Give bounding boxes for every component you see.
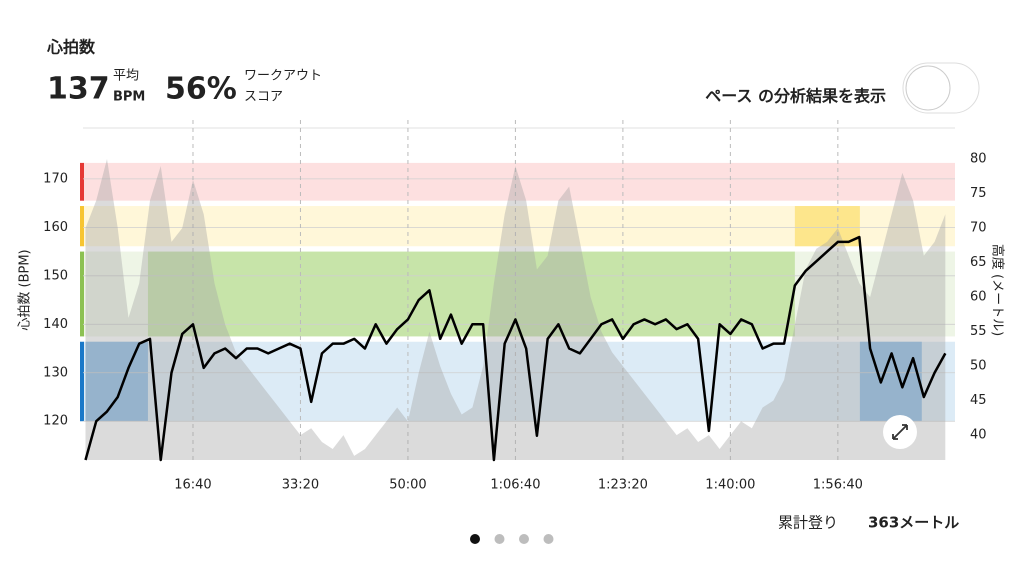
y2-tick-label: 50 xyxy=(970,359,987,374)
climb-label: 累計登り xyxy=(778,514,838,532)
y-tick-label: 130 xyxy=(43,365,68,380)
x-tick-label: 1:23:20 xyxy=(598,478,648,493)
x-tick-label: 1:40:00 xyxy=(705,478,755,493)
score-label: スコア xyxy=(244,90,283,105)
y2-tick-label: 40 xyxy=(970,428,987,443)
zone-band xyxy=(83,341,955,422)
expand-icon[interactable] xyxy=(892,424,908,440)
zone-highlight xyxy=(794,206,860,247)
y2-tick-label: 75 xyxy=(970,186,987,201)
y2-tick-label: 65 xyxy=(970,255,987,270)
y2-tick-label: 70 xyxy=(970,221,987,236)
y-tick-label: 160 xyxy=(43,220,68,235)
avg-value: 137 xyxy=(47,72,110,107)
y2-tick-label: 80 xyxy=(970,152,987,167)
heart-rate-line xyxy=(84,235,947,462)
altitude-area xyxy=(85,159,946,460)
title: 心拍数 xyxy=(46,38,96,57)
score-value: 56% xyxy=(165,72,237,107)
y2-tick-label: 45 xyxy=(970,393,987,408)
toggle[interactable] xyxy=(902,62,980,114)
climb-value: 363メートル xyxy=(868,514,959,532)
zone-marker xyxy=(80,206,84,247)
plot: 120 130 140 150 160 170 40 45 50 55 60 65 70 75 80 16:4… xyxy=(43,120,987,493)
zone-marker xyxy=(80,162,84,201)
page-dot[interactable] xyxy=(494,534,505,544)
zone-highlight xyxy=(147,251,795,337)
y-tick-label: 170 xyxy=(43,171,68,186)
x-tick-label: 16:40 xyxy=(174,478,211,493)
score-label: ワークアウト xyxy=(244,69,322,84)
y-axis-title: 心拍数 (BPM) xyxy=(18,249,33,330)
zone-marker xyxy=(80,341,84,422)
y-tick-label: 120 xyxy=(43,414,68,429)
y2-axis-title: 高度 (メートル) xyxy=(990,244,1006,336)
y2-tick-label: 55 xyxy=(970,324,987,339)
x-tick-label: 1:06:40 xyxy=(490,478,540,493)
page-dot[interactable] xyxy=(470,534,480,544)
toggle-label: ペース の分析結果を表示 xyxy=(705,87,886,106)
y2-tick-label: 60 xyxy=(970,290,987,305)
x-tick-label: 1:56:40 xyxy=(813,478,863,493)
page-dot[interactable] xyxy=(543,534,554,544)
page-indicator xyxy=(470,534,554,544)
zone-marker xyxy=(80,251,84,337)
y-tick-label: 140 xyxy=(43,317,68,332)
avg-unit: BPM xyxy=(113,90,145,105)
toggle-knob[interactable] xyxy=(905,65,951,111)
x-tick-label: 33:20 xyxy=(282,478,319,493)
zone-band xyxy=(83,162,955,201)
zone-highlight xyxy=(85,341,148,422)
x-tick-label: 50:00 xyxy=(389,478,426,493)
y-tick-label: 150 xyxy=(43,268,68,283)
avg-label: 平均 xyxy=(113,69,139,84)
page-dot[interactable] xyxy=(519,534,529,544)
expand-button[interactable] xyxy=(883,415,917,449)
